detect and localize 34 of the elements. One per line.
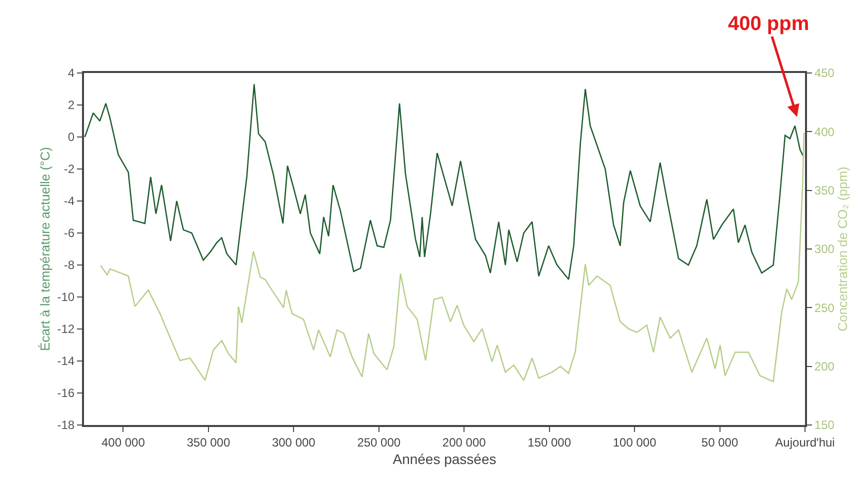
y-tick-label: -8 [64,258,75,272]
y-tick-label: 2 [68,98,75,112]
x-tick-label: 200 000 [442,435,486,450]
y-tick-label: -16 [57,386,75,400]
x-tick-label: 50 000 [701,435,738,450]
x-tick-label: 150 000 [528,435,572,450]
line-series [84,84,804,280]
line-series [100,132,805,382]
y-tick-label: -4 [64,194,75,208]
y2-tick-label: 250 [814,300,835,315]
x-tick-label: 100 000 [612,435,657,450]
y2-axis-title: Concentration de CO₂ (ppm) [834,166,850,332]
y2-tick-label: 200 [814,360,835,374]
x-tick-label: 400 000 [102,435,146,450]
x-tick-label: Aujourd'hui [775,435,835,450]
y-axis-title: Écart à la température actuelle (°C) [38,147,53,351]
x-tick-label: 350 000 [186,435,230,450]
y2-tick-label: 350 [814,184,835,198]
y-tick-label: 0 [68,130,75,144]
y-tick-label: -12 [57,322,75,336]
text: 400 ppm [728,13,810,35]
y2-tick-label: 400 [814,124,835,139]
x-tick-label: 250 000 [357,435,401,450]
y2-tick-label: 300 [814,242,835,256]
y2-tick-label: 150 [814,418,835,432]
y-tick-label: -2 [64,162,75,176]
y-tick-label: -6 [64,226,75,240]
x-tick-label: 300 000 [272,435,316,450]
x-axis-title: Années passées [392,451,496,468]
y-tick-label: -14 [57,354,75,368]
y-tick-label: 4 [68,66,75,80]
y-tick-label: -18 [57,418,75,432]
y-tick-label: -10 [57,290,75,304]
y2-tick-label: 450 [814,66,835,80]
